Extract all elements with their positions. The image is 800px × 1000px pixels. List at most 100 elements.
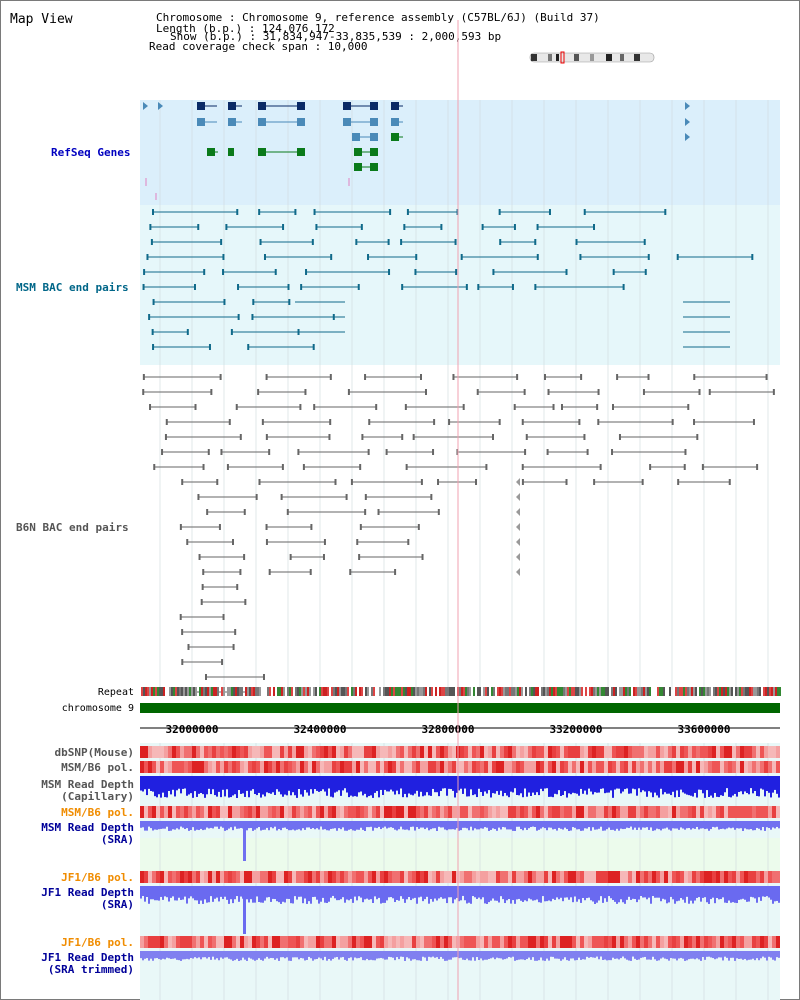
heat-cell bbox=[284, 746, 288, 758]
heat-cell bbox=[636, 746, 640, 758]
gene-exon bbox=[258, 102, 266, 110]
heat-cell bbox=[484, 761, 488, 773]
depth-bar bbox=[674, 821, 676, 829]
heat-cell bbox=[360, 761, 364, 773]
depth-bar bbox=[506, 886, 508, 901]
depth-bar bbox=[318, 886, 320, 904]
depth-bar bbox=[618, 776, 620, 789]
bac-end bbox=[263, 254, 266, 260]
repeat-block bbox=[597, 687, 599, 696]
repeat-block bbox=[233, 687, 235, 696]
bac-end bbox=[560, 404, 563, 410]
depth-bar bbox=[484, 776, 486, 792]
depth-bar bbox=[426, 951, 428, 961]
heat-cell bbox=[452, 806, 456, 818]
heat-cell bbox=[328, 806, 332, 818]
depth-bar bbox=[600, 951, 602, 957]
heat-cell bbox=[760, 936, 764, 948]
depth-bar bbox=[204, 776, 206, 798]
heat-cell bbox=[196, 806, 200, 818]
refseq-genes[interactable] bbox=[143, 102, 690, 200]
depth-bar bbox=[706, 886, 708, 903]
heat-cell bbox=[444, 806, 448, 818]
heat-cell bbox=[324, 746, 328, 758]
msm-depth-cap-label-2: (Capillary) bbox=[61, 790, 134, 803]
heat-cell bbox=[696, 936, 700, 948]
depth-bar bbox=[308, 821, 310, 828]
heat-cell bbox=[212, 936, 216, 948]
repeat-track[interactable] bbox=[141, 687, 781, 696]
repeat-block bbox=[625, 687, 627, 696]
heat-cell bbox=[192, 761, 196, 773]
repeat-block bbox=[251, 687, 253, 696]
depth-tracks[interactable] bbox=[140, 776, 780, 961]
heat-cell bbox=[496, 936, 500, 948]
depth-bar bbox=[338, 951, 340, 960]
depth-bar bbox=[570, 776, 572, 795]
depth-bar bbox=[222, 776, 224, 790]
bac-end bbox=[236, 584, 239, 590]
depth-bar bbox=[214, 951, 216, 960]
depth-bar bbox=[574, 886, 576, 897]
heat-cell bbox=[700, 936, 704, 948]
depth-bar bbox=[510, 821, 512, 830]
depth-bar bbox=[166, 821, 168, 827]
heatmap-tracks[interactable] bbox=[140, 746, 780, 948]
depth-bar bbox=[690, 886, 692, 901]
depth-bar bbox=[208, 821, 210, 829]
heat-cell bbox=[412, 761, 416, 773]
heat-cell bbox=[296, 746, 300, 758]
depth-bar bbox=[178, 886, 180, 898]
heat-cell bbox=[220, 871, 224, 883]
depth-bar bbox=[504, 951, 506, 960]
msm-bac-pairs[interactable] bbox=[142, 209, 754, 350]
depth-bar bbox=[578, 951, 580, 958]
depth-bar bbox=[162, 886, 164, 900]
heat-cell bbox=[596, 936, 600, 948]
bac-end bbox=[405, 464, 408, 470]
chromosome-info: Chromosome : Chromosome 9, reference ass… bbox=[156, 11, 600, 24]
heat-cell bbox=[348, 871, 352, 883]
heat-cell bbox=[528, 871, 532, 883]
depth-bar bbox=[212, 886, 214, 902]
bac-end bbox=[583, 209, 586, 215]
heat-cell bbox=[328, 746, 332, 758]
heat-cell bbox=[412, 871, 416, 883]
chromosome-bar[interactable] bbox=[140, 703, 780, 713]
bac-end bbox=[756, 464, 759, 470]
depth-bar bbox=[362, 886, 364, 903]
depth-bar bbox=[702, 821, 704, 829]
heat-cell bbox=[140, 761, 144, 773]
heat-cell bbox=[360, 936, 364, 948]
depth-bar bbox=[488, 776, 490, 791]
depth-bar bbox=[490, 886, 492, 901]
depth-bar bbox=[290, 886, 292, 904]
bac-end bbox=[388, 269, 391, 275]
depth-bar bbox=[526, 821, 528, 830]
depth-bar bbox=[518, 951, 520, 960]
chromosome-ideogram[interactable] bbox=[529, 51, 655, 64]
depth-bar bbox=[598, 886, 600, 901]
heat-cell bbox=[592, 746, 596, 758]
depth-bar bbox=[256, 821, 258, 829]
depth-bar bbox=[676, 776, 678, 791]
heat-cell bbox=[556, 806, 560, 818]
depth-bar bbox=[622, 951, 624, 957]
repeat-block bbox=[189, 687, 191, 696]
repeat-block bbox=[269, 687, 271, 696]
heat-cell bbox=[180, 761, 184, 773]
depth-bar bbox=[702, 951, 704, 958]
heat-cell bbox=[188, 806, 192, 818]
heat-cell bbox=[224, 761, 228, 773]
bac-end bbox=[259, 239, 262, 245]
heat-cell bbox=[708, 871, 712, 883]
b6n-bac-pairs[interactable] bbox=[142, 374, 775, 695]
depth-bar bbox=[502, 951, 504, 960]
depth-bar bbox=[204, 886, 206, 900]
bac-end bbox=[543, 374, 546, 380]
heat-cell bbox=[496, 871, 500, 883]
depth-bar bbox=[664, 776, 666, 793]
heat-cell bbox=[176, 871, 180, 883]
depth-bar bbox=[730, 951, 732, 958]
